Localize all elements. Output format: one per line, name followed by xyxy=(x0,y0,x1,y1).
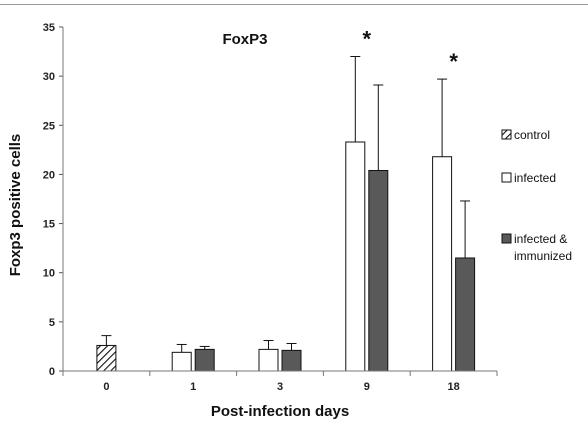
legend-label-infected-immunized: infected & xyxy=(514,232,567,246)
bar-infected-day-9 xyxy=(345,141,366,372)
x-tick-label: 9 xyxy=(364,381,370,393)
chart-title: FoxP3 xyxy=(222,31,267,48)
bar-infected-immunized-day-9 xyxy=(368,169,389,372)
bar-infected-day-3 xyxy=(258,348,279,372)
legend-swatch-control xyxy=(501,129,512,140)
x-tick-label: 3 xyxy=(277,381,283,393)
y-tick-label: 0 xyxy=(49,366,55,378)
x-tick-label: 1 xyxy=(190,381,196,393)
bar-infected-day-1 xyxy=(171,351,192,372)
bar-control-day-0 xyxy=(96,344,117,372)
y-tick-label: 30 xyxy=(43,71,55,83)
top-border xyxy=(0,4,588,5)
significance-asterisk: * xyxy=(449,49,458,74)
y-tick-label: 15 xyxy=(43,219,55,231)
error-bars xyxy=(101,55,471,353)
legend-label-infected: infected xyxy=(514,171,556,185)
bar-infected-day-18 xyxy=(432,156,453,372)
y-tick-label: 25 xyxy=(43,120,55,132)
y-tick-label: 10 xyxy=(43,268,55,280)
bar-infected-immunized-day-18 xyxy=(455,257,476,372)
significance-asterisk: * xyxy=(363,26,372,51)
legend-swatch-infected xyxy=(501,172,512,183)
x-axis-ticks: 0 1 3 9 18 xyxy=(62,371,498,393)
x-tick-label: 18 xyxy=(447,381,459,393)
legend-label-control: control xyxy=(514,128,550,142)
y-tick-label: 35 xyxy=(43,22,55,34)
y-axis-ticks: 0 5 10 15 20 25 30 35 xyxy=(43,22,63,378)
bar-infected-immunized-day-3 xyxy=(281,349,302,372)
axes xyxy=(62,27,497,372)
y-tick-label: 5 xyxy=(49,317,55,329)
bars xyxy=(96,141,476,372)
legend: control infected infected & immunized xyxy=(501,128,572,263)
legend-swatch-infected-immunized xyxy=(501,233,512,244)
y-axis-title: Foxp3 positive cells xyxy=(7,134,24,277)
x-axis-title: Post-infection days xyxy=(211,403,349,420)
annotations: ** xyxy=(363,26,459,74)
y-tick-label: 20 xyxy=(43,169,55,181)
legend-label-infected-immunized: immunized xyxy=(514,249,572,263)
x-tick-label: 0 xyxy=(103,381,109,393)
bar-infected-immunized-day-1 xyxy=(194,348,215,372)
